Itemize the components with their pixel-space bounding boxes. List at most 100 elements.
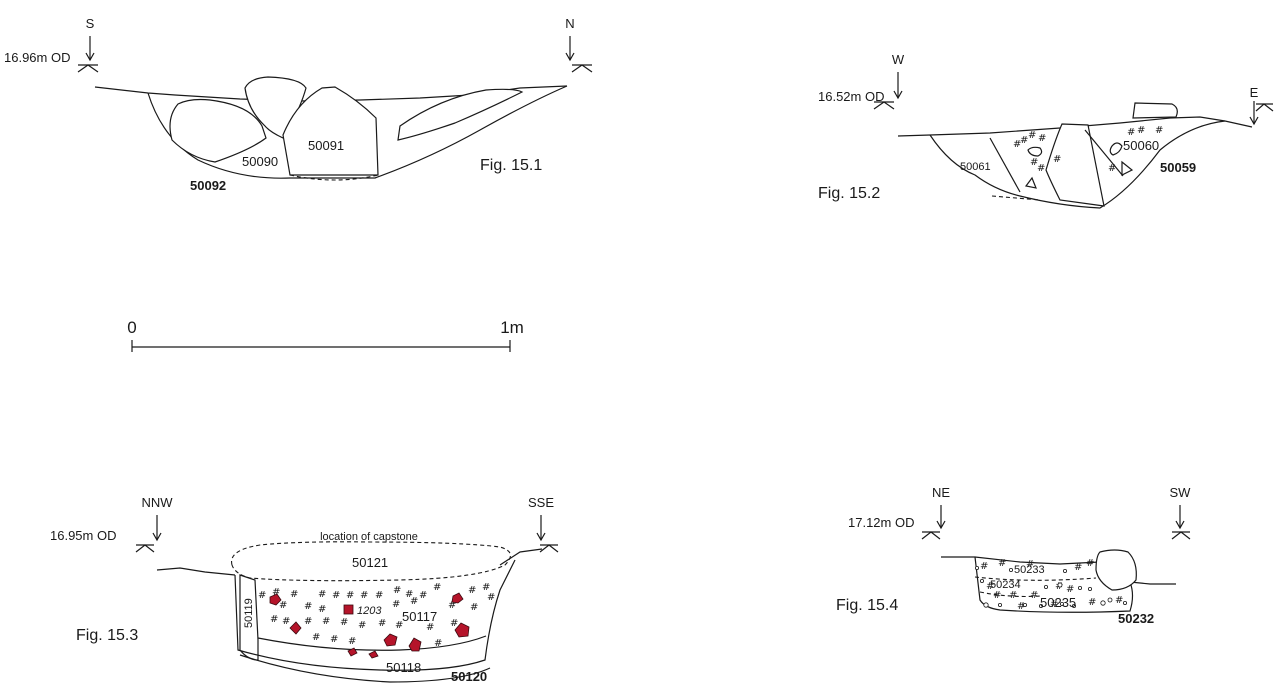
pebble-icon	[1023, 603, 1028, 608]
fig3-right-arrow-icon	[536, 515, 546, 542]
svg-text:#: #	[434, 638, 442, 649]
svg-text:#: #	[1066, 584, 1074, 595]
svg-text:#: #	[1013, 139, 1021, 150]
fig4-right-arrow-icon	[1175, 505, 1185, 530]
fig1-context-b: 50091	[308, 138, 344, 153]
svg-text:#: #	[433, 582, 441, 593]
svg-text:#: #	[482, 582, 490, 593]
svg-text:#: #	[1127, 127, 1135, 138]
svg-text:#: #	[378, 618, 386, 629]
fig1-datum-level: 16.96m OD	[4, 50, 70, 65]
svg-text:#: #	[270, 614, 278, 625]
svg-text:#: #	[1108, 163, 1116, 174]
svg-text:#: #	[1009, 590, 1017, 601]
fig2-left-arrow-icon	[893, 72, 903, 100]
svg-text:#: #	[322, 616, 330, 627]
pebble-icon	[1063, 569, 1068, 574]
svg-text:#: #	[304, 601, 312, 612]
stone-icon	[454, 622, 470, 638]
fig4-context-lower: 50235	[1040, 595, 1076, 610]
fig2-section-profile	[897, 102, 1253, 209]
fig4-caption: Fig. 15.4	[836, 597, 898, 614]
fig3-caption: Fig. 15.3	[76, 627, 138, 644]
pebble-icon	[1123, 601, 1128, 606]
fig1-cut-number: 50092	[190, 178, 226, 193]
fig2-right-direction: E	[1250, 85, 1259, 100]
fig1-section-profile	[94, 76, 568, 181]
svg-text:#: #	[330, 634, 338, 645]
svg-text:#: #	[1017, 601, 1025, 612]
figure-15-1: S N 16.96m OD 50090 50091	[4, 16, 593, 193]
pebble-icon	[980, 579, 985, 584]
fig2-caption: Fig. 15.2	[818, 185, 880, 202]
svg-text:#: #	[448, 600, 456, 611]
svg-text:#: #	[304, 616, 312, 627]
fig2-hatch-fill: # # # ### ## # ##	[1013, 125, 1163, 174]
fig2-left-direction: W	[892, 52, 905, 67]
pebble-icon	[998, 603, 1003, 608]
fig4-datum-marker-icon	[921, 531, 941, 540]
scale-start-label: 0	[127, 318, 136, 337]
fig2-context-b: 50060	[1123, 138, 1159, 153]
svg-text:#: #	[258, 590, 266, 601]
stone-icon	[408, 637, 422, 652]
svg-text:#: #	[405, 589, 413, 600]
fig2-right-arrow-icon	[1249, 101, 1259, 126]
fig4-context-upper: 50233	[1014, 564, 1045, 576]
fig3-small-find-number: 1203	[357, 605, 382, 617]
svg-text:#: #	[375, 590, 383, 601]
fig3-cut-number: 50120	[451, 669, 487, 684]
stone-icon	[368, 650, 379, 659]
svg-text:#: #	[993, 590, 1001, 601]
svg-text:#: #	[358, 620, 366, 631]
svg-text:#: #	[1088, 597, 1096, 608]
fig3-left-direction: NNW	[141, 495, 173, 510]
fig4-left-arrow-icon	[936, 505, 946, 530]
small-find-icon	[343, 604, 354, 615]
figure-15-4: NE SW 17.12m OD # # # # ##	[836, 485, 1191, 626]
fig4-cut-number: 50232	[1118, 611, 1154, 626]
svg-text:#: #	[1155, 125, 1163, 136]
svg-text:#: #	[986, 581, 994, 592]
pebble-icon	[1100, 600, 1106, 606]
svg-text:#: #	[340, 617, 348, 628]
fig3-context-fill: 50117	[402, 609, 437, 624]
pebble-icon	[1060, 602, 1065, 607]
pebble-icon	[1088, 587, 1093, 592]
fig3-section-profile	[156, 541, 543, 683]
svg-text:#: #	[1086, 558, 1094, 569]
fig1-left-arrow-icon	[85, 36, 95, 62]
pebble-icon	[1107, 597, 1113, 603]
figure-15-2: W E 16.52m OD	[818, 52, 1274, 209]
fig1-right-arrow-icon	[565, 36, 575, 62]
svg-text:#: #	[1026, 559, 1034, 570]
fig3-capstone-note: location of capstone	[320, 531, 418, 543]
fig1-left-direction: S	[86, 16, 95, 31]
svg-text:#: #	[450, 618, 458, 629]
pebble-icon	[975, 566, 980, 571]
svg-text:#: #	[290, 589, 298, 600]
svg-text:#: #	[1038, 133, 1046, 144]
stone-icon	[289, 621, 302, 635]
svg-text:#: #	[346, 590, 354, 601]
svg-text:#: #	[1053, 154, 1061, 165]
fig1-context-a: 50090	[242, 154, 278, 169]
svg-text:#: #	[1115, 595, 1123, 606]
fig3-datum-marker-right-icon	[539, 544, 559, 553]
svg-text:#: #	[419, 590, 427, 601]
svg-text:#: #	[426, 622, 434, 633]
scale-bar: 0 1m	[127, 318, 524, 352]
pebble-icon	[1044, 585, 1049, 590]
svg-text:#: #	[282, 616, 290, 627]
svg-text:#: #	[487, 592, 495, 603]
pebble-icon	[1072, 604, 1077, 609]
svg-text:#: #	[312, 632, 320, 643]
fig4-left-direction: NE	[932, 485, 950, 500]
svg-text:#: #	[980, 561, 988, 572]
figure-15-3: NNW SSE 16.95m OD location of capstone	[50, 495, 559, 684]
fig3-right-direction: SSE	[528, 495, 554, 510]
pebble-icon	[1057, 582, 1063, 588]
fig4-right-direction: SW	[1170, 485, 1192, 500]
svg-text:#: #	[468, 585, 476, 596]
